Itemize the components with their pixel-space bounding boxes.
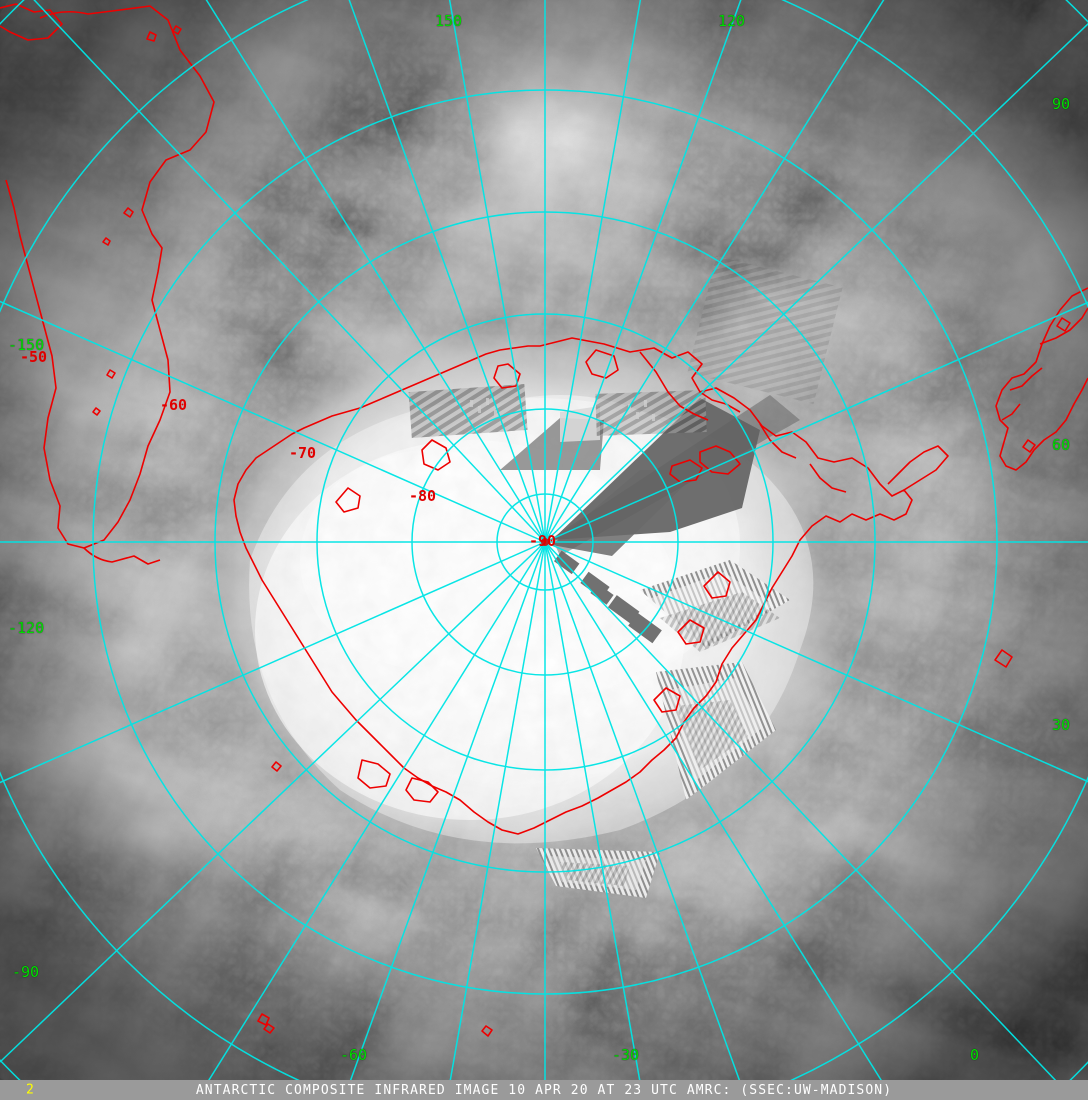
- longitude-label-150: 150: [435, 12, 463, 30]
- latitude-label-m70: -70: [289, 444, 317, 462]
- latitude-label-m90-pole: -90: [529, 532, 557, 550]
- longitude-label-30: 30: [1052, 716, 1071, 734]
- longitude-label-90: 90: [1052, 95, 1071, 113]
- longitude-label-60: 60: [1052, 436, 1071, 454]
- latitude-label-m50-left: -50: [20, 348, 48, 366]
- longitude-label-m30: -30: [612, 1046, 640, 1064]
- frame-number-indicator: 2: [26, 1082, 34, 1098]
- caption-bar: 2 ANTARCTIC COMPOSITE INFRARED IMAGE 10 …: [0, 1080, 1088, 1100]
- longitude-label-m120: -120: [8, 619, 45, 637]
- latitude-label-m60: -60: [160, 396, 188, 414]
- coastline-overlay: [0, 3, 1088, 1037]
- south-pole-marker: [541, 538, 549, 546]
- longitude-label-m60: -60: [340, 1046, 368, 1064]
- longitude-label-120: 120: [718, 12, 746, 30]
- latitude-label-m80: -80: [409, 487, 437, 505]
- caption-text: ANTARCTIC COMPOSITE INFRARED IMAGE 10 AP…: [195, 1082, 893, 1098]
- longitude-label-m150: -150: [8, 336, 45, 354]
- longitude-label-m90: -90: [12, 963, 40, 981]
- longitude-label-0: 0: [970, 1046, 980, 1064]
